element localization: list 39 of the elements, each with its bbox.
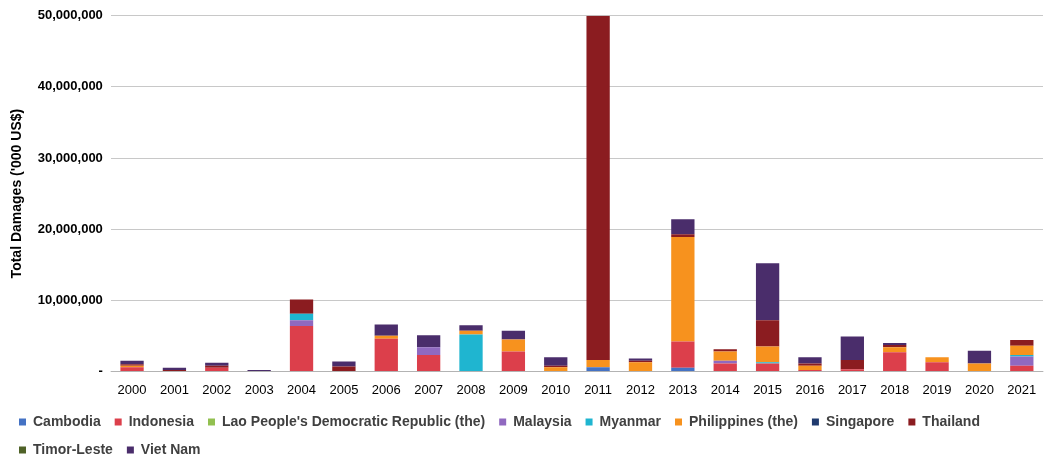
x-tick-label: 2017	[837, 381, 867, 397]
x-tick-label: 2010	[541, 381, 571, 397]
y-tick-label: 10,000,000	[37, 291, 103, 307]
x-tick-label: 2012	[626, 381, 655, 397]
x-tick-label: 2015	[753, 381, 783, 397]
legend-label: Myanmar	[599, 412, 662, 429]
legend-label: Timor-Leste	[33, 440, 114, 457]
legend-label: Lao People's Democratic Republic (the)	[222, 412, 486, 429]
legend-label: Viet Nam	[140, 440, 201, 457]
x-tick-label: 2005	[329, 381, 359, 397]
y-tick-label: -	[98, 362, 103, 378]
x-tick-label: 2000	[117, 381, 147, 397]
legend-label: Singapore	[825, 412, 895, 429]
x-tick-label: 2001	[159, 381, 189, 397]
y-tick-label: 30,000,000	[37, 149, 103, 165]
y-tick-label: 40,000,000	[37, 78, 103, 94]
x-tick-label: 2003	[244, 381, 274, 397]
x-tick-label: 2019	[922, 381, 952, 397]
y-tick-label: 50,000,000	[37, 7, 103, 23]
x-tick-label: 2006	[371, 381, 401, 397]
x-tick-label: 2009	[498, 381, 528, 397]
x-tick-label: 2004	[287, 381, 316, 397]
legend-label: Cambodia	[33, 412, 101, 429]
legend-label: Thailand	[922, 412, 980, 429]
x-tick-label: 2021	[1007, 381, 1037, 397]
x-tick-label: 2007	[414, 381, 444, 397]
x-tick-label: 2018	[880, 381, 910, 397]
x-tick-label: 2016	[795, 381, 825, 397]
y-tick-label: 20,000,000	[37, 220, 103, 236]
legend-label: Philippines (the)	[689, 412, 798, 429]
x-tick-label: 2008	[456, 381, 486, 397]
x-tick-label: 2020	[964, 381, 994, 397]
legend-label: Malaysia	[513, 412, 572, 429]
x-tick-label: 2013	[668, 381, 698, 397]
x-tick-label: 2002	[202, 381, 232, 397]
x-tick-label: 2011	[584, 381, 613, 397]
legend-label: Indonesia	[128, 412, 195, 429]
x-tick-label: 2014	[710, 381, 740, 397]
y-axis-title: Total Damages ('000 US$)	[8, 108, 25, 279]
